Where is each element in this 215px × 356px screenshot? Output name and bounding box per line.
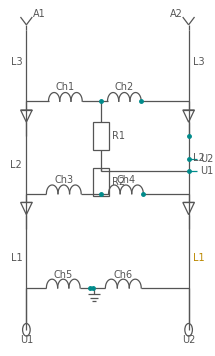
Text: R2: R2 bbox=[112, 177, 125, 187]
Text: L3: L3 bbox=[11, 57, 22, 67]
Text: L1: L1 bbox=[193, 253, 204, 263]
Text: Ch6: Ch6 bbox=[114, 269, 133, 280]
Text: Ch2: Ch2 bbox=[115, 82, 134, 92]
Text: L2: L2 bbox=[193, 153, 205, 163]
Text: R1: R1 bbox=[112, 131, 125, 141]
Text: L3: L3 bbox=[193, 57, 204, 67]
Text: A1: A1 bbox=[33, 9, 45, 19]
Text: A2: A2 bbox=[169, 9, 182, 19]
Bar bbox=[93, 168, 109, 196]
Text: Ch4: Ch4 bbox=[116, 176, 135, 185]
Text: U1: U1 bbox=[200, 166, 213, 176]
Text: U1: U1 bbox=[20, 335, 33, 345]
Text: U2: U2 bbox=[200, 154, 213, 164]
Text: L1: L1 bbox=[11, 253, 22, 263]
Bar bbox=[93, 122, 109, 150]
Text: Ch3: Ch3 bbox=[54, 176, 73, 185]
Text: Ch5: Ch5 bbox=[54, 269, 73, 280]
Text: Ch1: Ch1 bbox=[56, 82, 75, 92]
Text: U2: U2 bbox=[182, 335, 195, 345]
Text: L2: L2 bbox=[10, 160, 22, 170]
